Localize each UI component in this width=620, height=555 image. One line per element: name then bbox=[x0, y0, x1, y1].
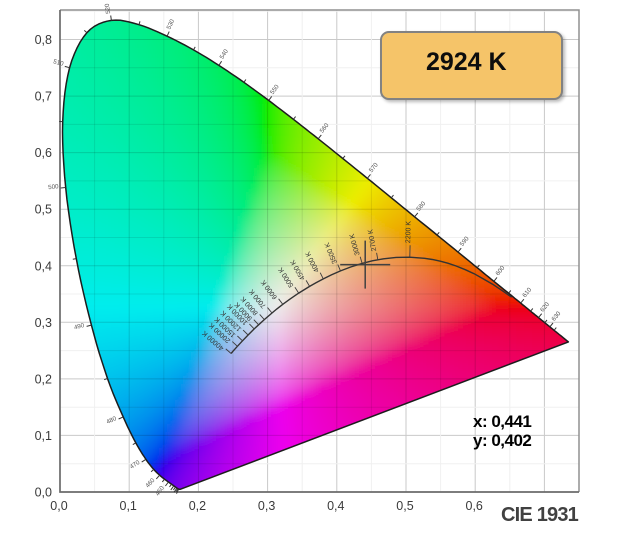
svg-text:0,5: 0,5 bbox=[35, 203, 52, 217]
svg-text:520: 520 bbox=[104, 2, 113, 14]
svg-text:450: 450 bbox=[154, 484, 166, 497]
svg-text:0,0: 0,0 bbox=[50, 499, 67, 513]
svg-text:550: 550 bbox=[269, 83, 281, 96]
svg-text:0,3: 0,3 bbox=[35, 316, 52, 330]
svg-text:610: 610 bbox=[521, 286, 533, 299]
svg-text:0,0: 0,0 bbox=[35, 486, 52, 500]
svg-text:500: 500 bbox=[48, 183, 60, 191]
svg-text:580: 580 bbox=[415, 200, 427, 213]
svg-text:590: 590 bbox=[459, 235, 471, 248]
svg-text:0,5: 0,5 bbox=[396, 499, 413, 513]
svg-text:620: 620 bbox=[539, 301, 551, 314]
svg-text:510: 510 bbox=[52, 58, 64, 68]
svg-text:0,4: 0,4 bbox=[327, 499, 344, 513]
svg-text:560: 560 bbox=[319, 122, 331, 135]
svg-text:0,3: 0,3 bbox=[258, 499, 275, 513]
svg-text:480: 480 bbox=[105, 415, 118, 426]
svg-text:0,6: 0,6 bbox=[466, 499, 483, 513]
svg-text:630: 630 bbox=[550, 310, 562, 323]
svg-text:0,8: 0,8 bbox=[35, 33, 52, 47]
svg-text:0,7: 0,7 bbox=[35, 90, 52, 104]
svg-text:2200 K: 2200 K bbox=[405, 221, 413, 244]
svg-text:490: 490 bbox=[73, 322, 85, 332]
svg-text:0,4: 0,4 bbox=[35, 259, 52, 273]
svg-text:0,6: 0,6 bbox=[35, 146, 52, 160]
svg-text:0,1: 0,1 bbox=[120, 499, 137, 513]
svg-text:540: 540 bbox=[218, 48, 230, 61]
svg-text:570: 570 bbox=[368, 161, 380, 174]
svg-text:0,2: 0,2 bbox=[189, 499, 206, 513]
svg-text:0,1: 0,1 bbox=[35, 429, 52, 443]
svg-text:470: 470 bbox=[129, 459, 142, 471]
svg-text:0,2: 0,2 bbox=[35, 372, 52, 386]
svg-text:460: 460 bbox=[144, 477, 156, 490]
svg-text:530: 530 bbox=[165, 18, 176, 31]
